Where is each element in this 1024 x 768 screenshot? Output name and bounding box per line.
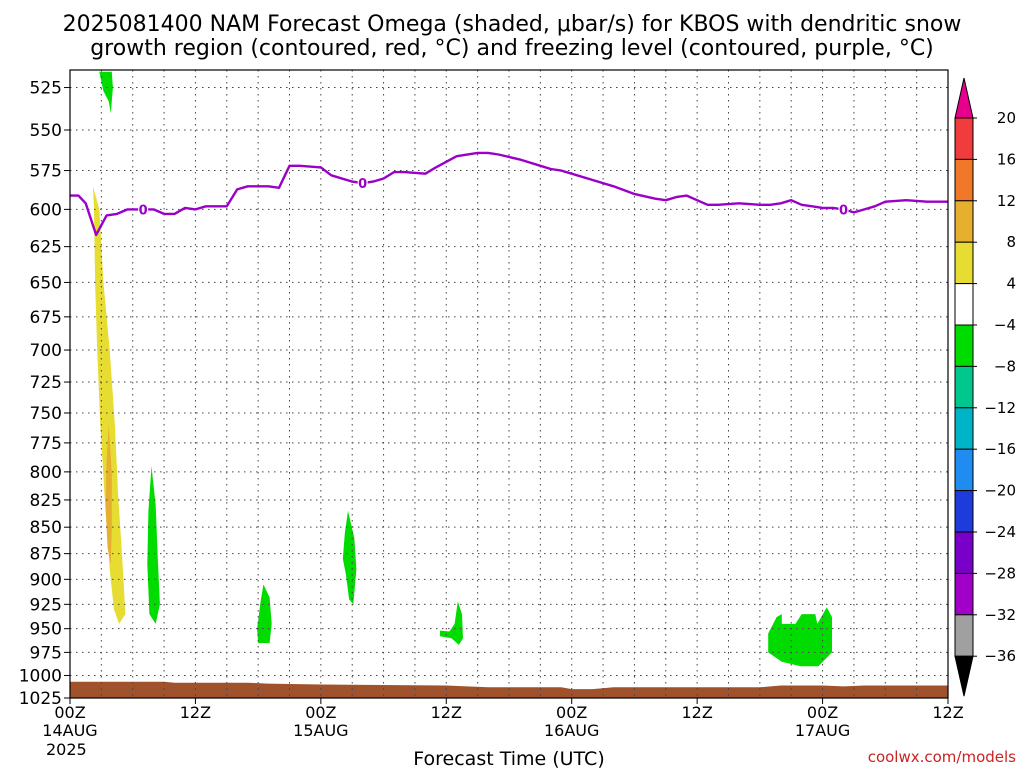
y-tick-label-950: 950 bbox=[30, 620, 62, 640]
colorbar-label-13: −36 bbox=[984, 647, 1016, 665]
colorbar-segment-11 bbox=[954, 531, 974, 574]
omega-shading bbox=[93, 71, 832, 667]
y-tick-label-600: 600 bbox=[30, 200, 62, 220]
contour-label-0: 0 bbox=[139, 203, 148, 218]
y-tick-label-925: 925 bbox=[30, 595, 62, 615]
omega-region-2 bbox=[99, 71, 113, 114]
colorbar-label-0: 20 bbox=[997, 109, 1016, 127]
chart-title-line1: 2025081400 NAM Forecast Omega (shaded, μ… bbox=[63, 12, 962, 37]
x-year-label-0: 2025 bbox=[46, 740, 87, 759]
colorbar-label-10: −24 bbox=[984, 523, 1016, 541]
plot-frame bbox=[69, 69, 949, 699]
y-axis: 525 550 575 600 625 650 675 700 725 750 775 800 825 8… bbox=[19, 79, 70, 709]
contour-label-bg-0 bbox=[138, 201, 149, 217]
y-tick-label-825: 825 bbox=[30, 491, 62, 511]
colorbar-label-3: 8 bbox=[1006, 233, 1016, 251]
y-tick-label-750: 750 bbox=[30, 404, 62, 424]
colorbar-bottom-triangle bbox=[954, 655, 974, 697]
colorbar-segment-7 bbox=[954, 365, 974, 409]
ground-fill bbox=[70, 681, 948, 698]
omega-region-0 bbox=[93, 186, 126, 624]
x-date-label-0: 14AUG bbox=[42, 721, 97, 740]
chart-title-line2: growth region (contoured, red, °C) and f… bbox=[90, 36, 934, 61]
colorbar-label-2: 12 bbox=[997, 192, 1016, 210]
y-tick-label-875: 875 bbox=[30, 545, 62, 565]
y-tick-label-775: 775 bbox=[30, 434, 62, 454]
y-tick-label-625: 625 bbox=[30, 238, 62, 258]
y-tick-label-850: 850 bbox=[30, 518, 62, 538]
y-tick-label-1025: 1025 bbox=[19, 689, 62, 709]
omega-region-5 bbox=[342, 510, 357, 605]
ground-layer bbox=[70, 681, 948, 698]
omega-region-4 bbox=[257, 584, 272, 643]
x-date-label-2: 15AUG bbox=[293, 721, 348, 740]
colorbar-segment-2 bbox=[954, 158, 974, 202]
freezing-level-line bbox=[70, 151, 948, 237]
colorbar-label-6: −8 bbox=[994, 357, 1016, 375]
omega-region-3 bbox=[147, 466, 160, 624]
x-tick-label-6: 00Z bbox=[807, 703, 838, 722]
contour-label-1: 0 bbox=[358, 177, 367, 192]
colorbar-label-1: 16 bbox=[997, 150, 1016, 168]
omega-region-1 bbox=[105, 425, 112, 564]
colorbar-segment-8 bbox=[954, 407, 974, 450]
colorbar-segment-4 bbox=[954, 241, 974, 285]
colorbar-top-triangle bbox=[954, 77, 974, 119]
y-tick-label-725: 725 bbox=[30, 373, 62, 393]
x-date-label-4: 16AUG bbox=[544, 721, 599, 740]
y-tick-label-550: 550 bbox=[30, 121, 62, 141]
colorbar: 20 16 12 8 4 −4 −8 −12 −16 −20 −24 −28 −32 −36 bbox=[954, 77, 1016, 697]
colorbar-label-11: −28 bbox=[984, 564, 1016, 582]
freezing-level-contour: 0 0 0 bbox=[70, 151, 948, 237]
y-tick-label-575: 575 bbox=[30, 162, 62, 182]
contour-label-bg-1 bbox=[357, 175, 368, 191]
y-tick-label-1000: 1000 bbox=[19, 666, 62, 686]
contour-label-2: 0 bbox=[839, 203, 848, 218]
x-date-label-6: 17AUG bbox=[795, 721, 850, 740]
y-tick-label-650: 650 bbox=[30, 273, 62, 293]
colorbar-label-5: −4 bbox=[994, 316, 1016, 334]
colorbar-label-8: −16 bbox=[984, 440, 1016, 458]
credit-text: coolwx.com/models bbox=[868, 748, 1016, 766]
colorbar-segment-6 bbox=[954, 324, 974, 367]
x-tick-label-3: 12Z bbox=[431, 703, 462, 722]
colorbar-segment-5 bbox=[954, 283, 974, 326]
y-tick-label-900: 900 bbox=[30, 570, 62, 590]
colorbar-label-4: 4 bbox=[1006, 275, 1016, 293]
y-tick-label-800: 800 bbox=[30, 463, 62, 483]
colorbar-label-7: −12 bbox=[984, 399, 1016, 417]
grid-lines bbox=[70, 70, 948, 699]
y-tick-label-675: 675 bbox=[30, 308, 62, 328]
y-tick-label-700: 700 bbox=[30, 341, 62, 361]
x-tick-label-2: 00Z bbox=[305, 703, 336, 722]
x-axis-title: Forecast Time (UTC) bbox=[413, 748, 604, 768]
colorbar-label-12: −32 bbox=[984, 606, 1016, 624]
colorbar-label-9: −20 bbox=[984, 482, 1016, 500]
colorbar-segment-3 bbox=[954, 200, 974, 243]
x-tick-label-4: 00Z bbox=[556, 703, 587, 722]
colorbar-segment-9 bbox=[954, 448, 974, 492]
colorbar-segment-1 bbox=[954, 117, 974, 160]
y-tick-label-525: 525 bbox=[30, 79, 62, 99]
omega-region-6 bbox=[440, 601, 463, 645]
colorbar-segment-13 bbox=[954, 614, 974, 657]
x-tick-label-5: 12Z bbox=[681, 703, 712, 722]
omega-region-7 bbox=[768, 607, 832, 667]
x-tick-label-7: 12Z bbox=[932, 703, 963, 722]
colorbar-segment-12 bbox=[954, 572, 974, 616]
x-tick-label-0: 00Z bbox=[54, 703, 85, 722]
colorbar-segment-10 bbox=[954, 490, 974, 533]
x-tick-label-1: 12Z bbox=[180, 703, 211, 722]
y-tick-label-975: 975 bbox=[30, 643, 62, 663]
contour-label-bg-2 bbox=[838, 201, 849, 217]
